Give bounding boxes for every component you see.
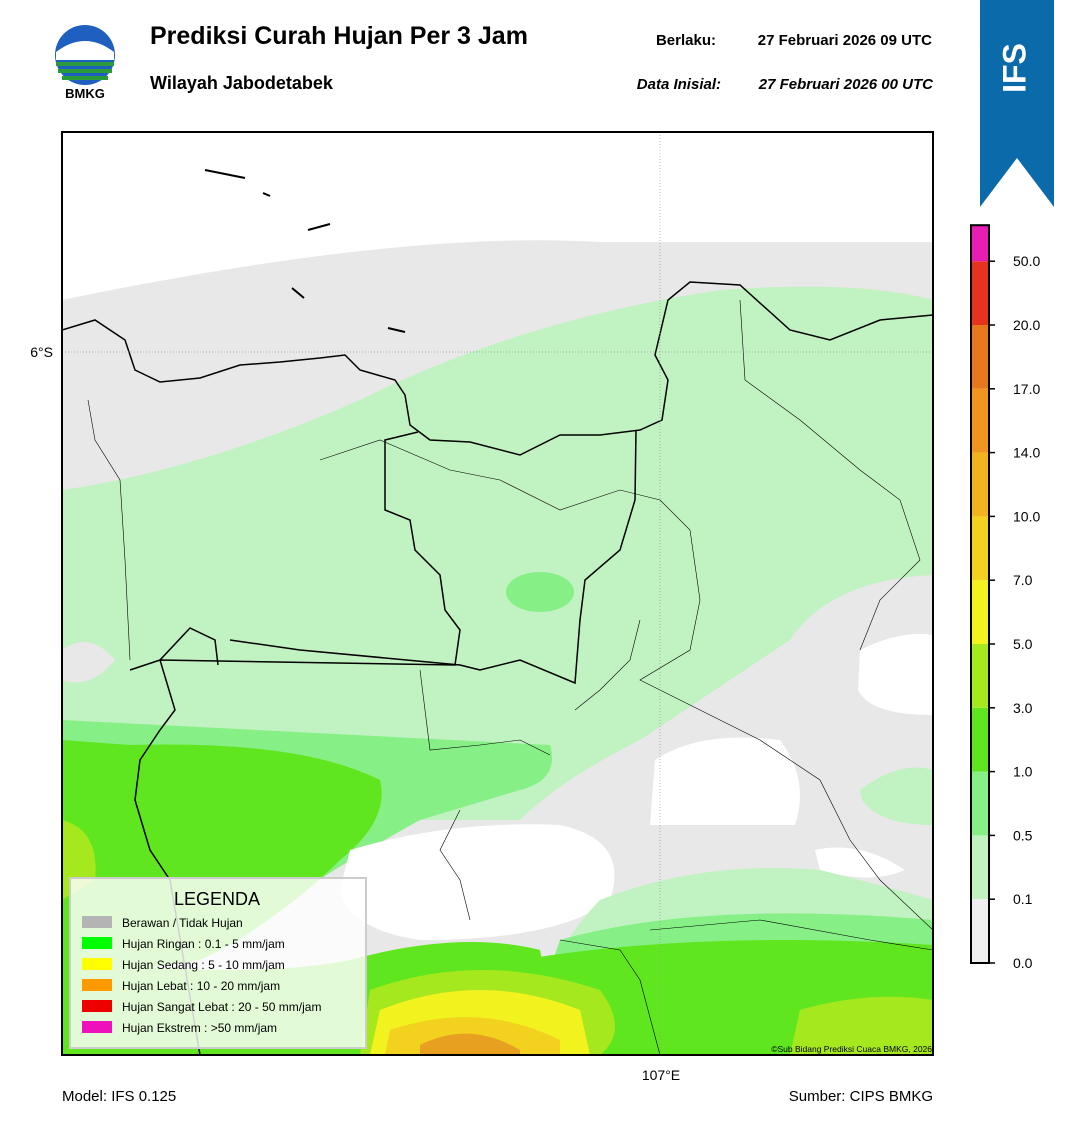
colorbar-segment bbox=[971, 325, 989, 389]
colorbar-label: 17.0 bbox=[1013, 381, 1040, 397]
legend-label: Hujan Ekstrem : >50 mm/jam bbox=[122, 1021, 277, 1035]
legend-label: Hujan Sedang : 5 - 10 mm/jam bbox=[122, 958, 285, 972]
init-time: 27 Februari 2026 00 UTC bbox=[758, 76, 934, 93]
legend-title: LEGENDA bbox=[174, 889, 260, 909]
legend-label: Berawan / Tidak Hujan bbox=[122, 916, 243, 930]
legend: LEGENDA Berawan / Tidak Hujan Hujan Ringa… bbox=[69, 877, 367, 1049]
colorbar-label: 0.1 bbox=[1013, 891, 1033, 907]
colorbar-label: 7.0 bbox=[1013, 572, 1033, 588]
valid-time: 27 Februari 2026 09 UTC bbox=[758, 32, 932, 49]
colorbar-segment bbox=[971, 452, 989, 517]
legend-label: Hujan Ringan : 0.1 - 5 mm/jam bbox=[122, 937, 285, 951]
lat-label: 6°S bbox=[30, 344, 53, 360]
legend-swatch bbox=[82, 937, 112, 949]
legend-swatch bbox=[82, 1000, 112, 1012]
colorbar-segment bbox=[971, 225, 989, 262]
subtitle: Wilayah Jabodetabek bbox=[150, 73, 334, 93]
colorbar-segment bbox=[971, 388, 989, 453]
colorbar-segment bbox=[971, 644, 989, 708]
title: Prediksi Curah Hujan Per 3 Jam bbox=[150, 22, 528, 50]
colorbar-label: 10.0 bbox=[1013, 508, 1040, 524]
colorbar-segment bbox=[971, 899, 989, 963]
badge-ribbon bbox=[980, 0, 1054, 207]
colorbar-segment bbox=[971, 516, 989, 581]
lon-label: 107°E bbox=[642, 1067, 680, 1083]
colorbar-label: 20.0 bbox=[1013, 317, 1040, 333]
colorbar-label: 5.0 bbox=[1013, 636, 1033, 652]
copyright: ©Sub Bidang Prediksi Cuaca BMKG, 2026 bbox=[771, 1044, 932, 1054]
colorbar-label: 14.0 bbox=[1013, 445, 1040, 461]
legend-label: Hujan Sangat Lebat : 20 - 50 mm/jam bbox=[122, 1000, 321, 1014]
footer-model: Model: IFS 0.125 bbox=[62, 1088, 176, 1105]
legend-label: Hujan Lebat : 10 - 20 mm/jam bbox=[122, 979, 280, 993]
colorbar-segment bbox=[971, 835, 989, 900]
logo-text: BMKG bbox=[65, 86, 105, 101]
colorbar-label: 3.0 bbox=[1013, 700, 1033, 716]
colorbar-frame bbox=[970, 224, 990, 964]
map-area bbox=[62, 132, 933, 1055]
colorbar-label: 1.0 bbox=[1013, 764, 1033, 780]
legend-swatch bbox=[82, 916, 112, 928]
init-label: Data Inisial: bbox=[637, 76, 721, 93]
legend-swatch bbox=[82, 1021, 112, 1033]
valid-label: Berlaku: bbox=[656, 32, 716, 49]
colorbar-label: 0.5 bbox=[1013, 827, 1033, 843]
legend-swatch bbox=[82, 958, 112, 970]
colorbar-segment bbox=[971, 261, 989, 325]
badge-text: IFS bbox=[996, 43, 1032, 93]
map-frame bbox=[61, 131, 934, 1056]
colorbar-segment bbox=[971, 707, 989, 772]
colorbar-segment bbox=[971, 580, 989, 644]
logo: BMKG bbox=[55, 25, 115, 101]
footer-source: Sumber: CIPS BMKG bbox=[789, 1088, 933, 1105]
colorbar: 0.0 0.1 0.5 1.0 3.0 5.0 7.0 10.0 14.0 17.0 20.0 50.… bbox=[970, 224, 1040, 971]
legend-swatch bbox=[82, 979, 112, 991]
colorbar-label: 50.0 bbox=[1013, 253, 1040, 269]
colorbar-segment bbox=[971, 771, 989, 836]
colorbar-label: 0.0 bbox=[1013, 955, 1033, 971]
